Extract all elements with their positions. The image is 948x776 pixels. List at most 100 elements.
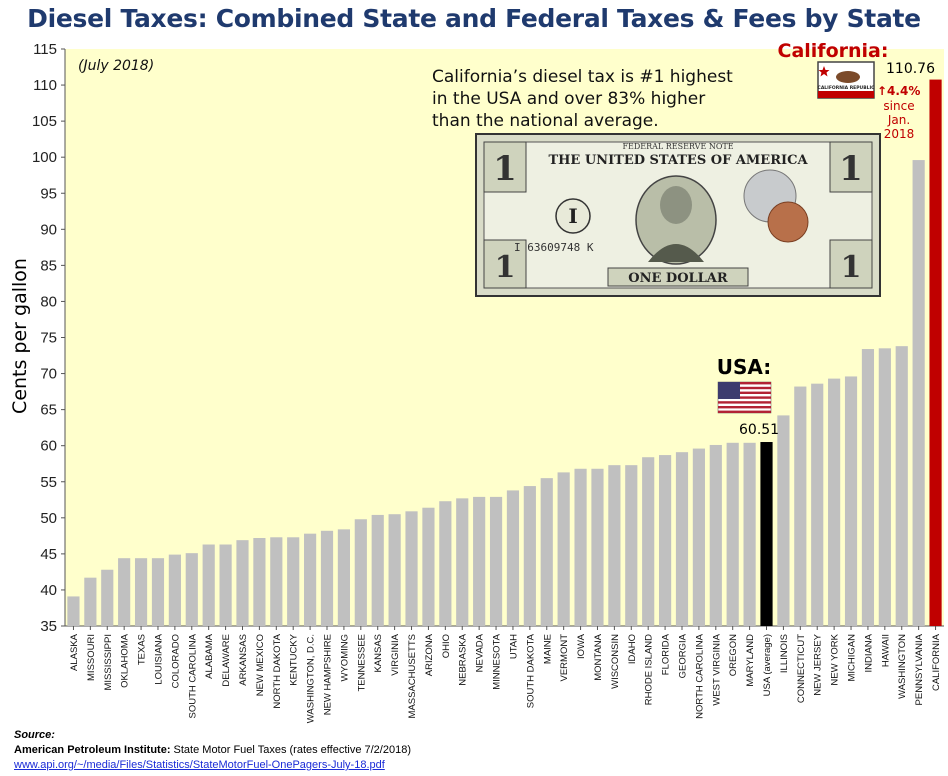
- bar-wyoming: [337, 529, 350, 626]
- x-tick-label: WEST VIRGINIA: [711, 633, 722, 705]
- x-tick-label: KENTUCKY: [289, 633, 300, 685]
- bar-nebraska: [456, 498, 469, 626]
- y-tick-label: 100: [32, 149, 57, 166]
- bar-arkansas: [236, 540, 249, 626]
- money-denomination-tl: 1: [493, 149, 517, 189]
- y-tick-label: 80: [40, 293, 57, 310]
- x-tick-label: OKLAHOMA: [120, 633, 131, 688]
- x-tick-label: NORTH CAROLINA: [694, 633, 705, 718]
- x-tick-label: ALABAMA: [204, 633, 215, 679]
- bar-tennessee: [354, 519, 367, 626]
- y-tick-label: 65: [40, 402, 57, 419]
- x-tick-label: RHODE ISLAND: [644, 634, 655, 705]
- california-flag-text: CALIFORNIA REPUBLIC: [818, 85, 876, 91]
- y-tick-label: 105: [32, 113, 57, 130]
- bar-indiana: [861, 349, 875, 626]
- x-tick-label: LOUISIANA: [153, 633, 164, 684]
- bar-utah: [506, 490, 520, 626]
- y-tick-label: 95: [40, 185, 57, 202]
- usa-value-label: 60.51: [739, 422, 779, 438]
- x-tick-label: VERMONT: [559, 634, 570, 682]
- source-url-link[interactable]: www.api.org/~/media/Files/Statistics/Sta…: [14, 759, 385, 771]
- money-banner: FEDERAL RESERVE NOTE: [622, 142, 733, 151]
- bar-virginia: [388, 514, 401, 626]
- money-serial: I 63609748 K: [514, 241, 594, 254]
- x-tick-label: ILLINOIS: [779, 634, 790, 673]
- money-header: THE UNITED STATES OF AMERICA: [548, 153, 808, 168]
- bar-illinois: [777, 415, 790, 626]
- money-denomination-bl: 1: [495, 250, 516, 285]
- x-tick-label: INDIANA: [863, 633, 874, 672]
- bar-idaho: [625, 465, 638, 626]
- x-tick-label: NEVADA: [475, 633, 486, 672]
- california-increase: ↑4.4%: [877, 84, 920, 98]
- california-label: California:: [778, 40, 889, 62]
- bar-west-virginia: [709, 444, 722, 626]
- bar-louisiana: [151, 558, 165, 626]
- california-since-3: 2018: [884, 127, 915, 141]
- bar-missouri: [84, 577, 97, 626]
- source-publisher: American Petroleum Institute:: [14, 744, 171, 756]
- x-tick-label: WISCONSIN: [610, 634, 621, 689]
- bar-south-carolina: [185, 553, 198, 626]
- x-tick-label: WYOMING: [339, 634, 350, 682]
- bar-hawaii: [878, 348, 891, 626]
- x-tick-label: SOUTH DAKOTA: [525, 633, 536, 708]
- money-denomination-tr: 1: [839, 149, 863, 189]
- y-tick-label: 75: [40, 330, 57, 347]
- bar-california: [929, 79, 942, 627]
- bar-north-dakota: [270, 537, 283, 626]
- bar-nevada: [473, 496, 486, 626]
- x-tick-label: MONTANA: [593, 633, 604, 680]
- bar-montana: [591, 468, 604, 626]
- y-tick-label: 45: [40, 546, 57, 563]
- y-tick-label: 40: [40, 582, 57, 599]
- x-tick-label: ALASKA: [69, 633, 80, 671]
- bar-maryland: [743, 442, 756, 626]
- callout-line-3: than the national average.: [432, 111, 659, 131]
- bar-washington-d-c: [304, 533, 317, 626]
- x-tick-label: OREGON: [728, 634, 739, 676]
- x-tick-label: IOWA: [576, 633, 587, 659]
- y-tick-label: 115: [33, 41, 57, 58]
- bar-ohio: [439, 501, 452, 626]
- y-tick-label: 50: [40, 510, 57, 527]
- x-tick-label: WASHINGTON: [897, 634, 908, 699]
- x-tick-label: HAWAII: [880, 634, 891, 667]
- bar-iowa: [574, 468, 587, 626]
- usa-flag-image: [717, 381, 772, 414]
- callout-line-2: in the USA and over 83% higher: [432, 89, 705, 109]
- x-tick-label: ARKANSAS: [238, 634, 249, 686]
- x-tick-label: MISSOURI: [86, 634, 97, 681]
- money-footer: ONE DOLLAR: [628, 271, 728, 286]
- x-tick-label: VIRGINIA: [390, 633, 401, 675]
- x-tick-label: UTAH: [508, 634, 519, 659]
- x-tick-label: NEW JERSEY: [813, 633, 824, 695]
- source-label: Source:: [14, 729, 55, 741]
- bar-mississippi: [101, 569, 114, 626]
- x-tick-label: NEW MEXICO: [255, 634, 266, 696]
- chart-subtitle: (July 2018): [78, 58, 154, 74]
- bar-north-carolina: [692, 448, 705, 626]
- x-tick-label: MISSISSIPPI: [103, 634, 114, 691]
- source-block: Source: American Petroleum Institute: St…: [14, 728, 411, 773]
- x-tick-label: OHIO: [441, 634, 452, 658]
- bar-florida: [659, 455, 672, 626]
- x-tick-label: WASHINGTON, D.C.: [306, 634, 317, 723]
- california-value-label: 110.76: [886, 61, 935, 77]
- bar-delaware: [219, 544, 232, 626]
- bar-alaska: [67, 596, 80, 626]
- y-tick-label: 70: [40, 366, 57, 383]
- x-tick-label: TENNESSEE: [356, 634, 367, 692]
- chart-title: Diesel Taxes: Combined State and Federal…: [27, 4, 921, 33]
- x-tick-label: USA (average): [762, 634, 773, 696]
- y-tick-label: 110: [33, 77, 57, 94]
- x-tick-label: PENNSYLVANIA: [914, 633, 925, 705]
- bar-connecticut: [794, 386, 807, 626]
- california-flag-image: CALIFORNIA REPUBLIC: [817, 61, 876, 99]
- x-tick-label: NEBRASKA: [458, 633, 469, 685]
- y-tick-label: 85: [40, 257, 57, 274]
- x-tick-label: MARYLAND: [745, 634, 756, 687]
- bar-pennsylvania: [912, 160, 925, 626]
- bar-arizona: [422, 507, 435, 626]
